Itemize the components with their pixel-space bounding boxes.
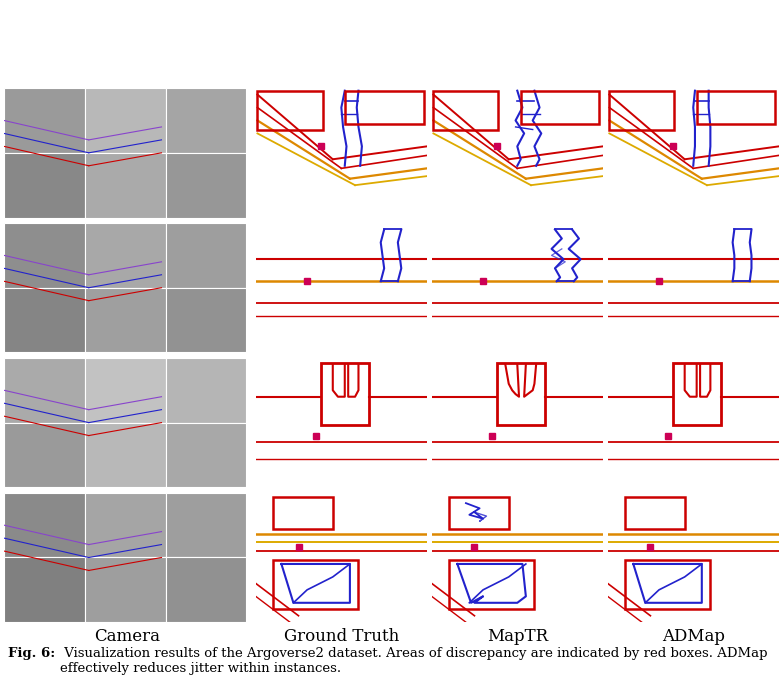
Bar	[166, 153, 246, 217]
Bar	[673, 363, 721, 426]
Text: Visualization results of the Argoverse2 dataset. Areas of discrepancy are indica: Visualization results of the Argoverse2 …	[60, 647, 767, 675]
Bar	[4, 153, 84, 217]
Bar	[345, 91, 424, 124]
Text: MapTR: MapTR	[487, 628, 549, 645]
Bar	[166, 288, 246, 352]
Bar	[625, 560, 710, 609]
Bar	[166, 358, 246, 423]
Text: Ground Truth: Ground Truth	[285, 628, 400, 645]
Bar	[84, 493, 166, 557]
Bar	[273, 497, 333, 529]
Bar	[84, 88, 166, 153]
Bar	[449, 560, 534, 609]
Bar	[84, 223, 166, 288]
Bar	[166, 423, 246, 488]
Bar	[609, 91, 674, 130]
Bar	[4, 223, 84, 288]
Bar	[4, 557, 84, 622]
Bar	[273, 560, 358, 609]
Bar	[84, 358, 166, 423]
Bar	[166, 223, 246, 288]
Bar	[4, 493, 84, 557]
Bar	[625, 497, 685, 529]
Bar	[449, 497, 509, 529]
Bar	[321, 363, 369, 426]
Bar	[257, 91, 322, 130]
Bar	[521, 91, 600, 124]
Bar	[84, 153, 166, 217]
Bar	[166, 88, 246, 153]
Bar	[84, 423, 166, 488]
Text: ADMap: ADMap	[662, 628, 726, 645]
Bar	[4, 88, 84, 153]
Text: Fig. 6:: Fig. 6:	[8, 647, 55, 660]
Bar	[166, 493, 246, 557]
Bar	[497, 363, 545, 426]
Bar	[166, 557, 246, 622]
Bar	[84, 288, 166, 352]
Bar	[4, 423, 84, 488]
Bar	[84, 557, 166, 622]
Bar	[697, 91, 776, 124]
Bar	[4, 358, 84, 423]
Bar	[4, 288, 84, 352]
Text: Camera: Camera	[94, 628, 160, 645]
Bar	[433, 91, 498, 130]
